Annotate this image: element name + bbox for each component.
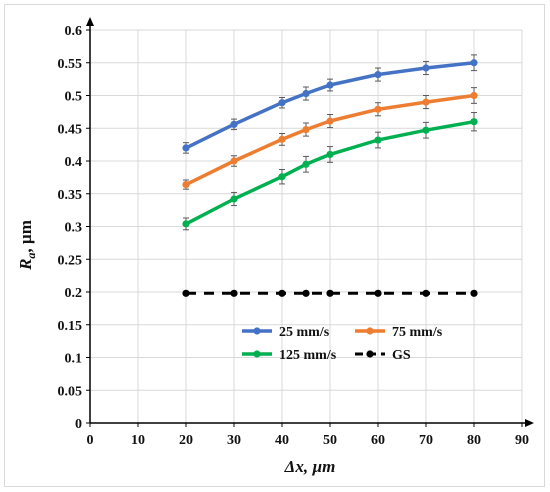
data-point (374, 70, 382, 79)
legend-label: 125 mm/s (279, 348, 337, 363)
data-point (230, 195, 238, 203)
x-tick-label: 70 (419, 433, 433, 448)
x-axis-arrow (525, 419, 534, 427)
x-tick-label: 0 (87, 433, 94, 448)
legend-swatch-marker (366, 350, 374, 358)
y-tick-label: 0.45 (58, 122, 83, 137)
data-point (374, 289, 382, 297)
x-tick-label: 90 (515, 433, 529, 448)
y-axis-title-rest: , µm (16, 220, 35, 252)
y-tick-label: 0.2 (65, 286, 83, 301)
y-tick-label: 0 (75, 417, 82, 432)
data-point (422, 126, 430, 134)
y-tick-label: 0.55 (58, 57, 83, 72)
x-tick-label: 40 (275, 433, 289, 448)
data-point (470, 289, 478, 297)
y-tick-label: 0.35 (58, 188, 83, 203)
y-axis-title-sub: a (24, 253, 38, 259)
y-tick-label: 0.25 (58, 253, 83, 268)
legend-swatch-marker (253, 327, 261, 335)
data-point (326, 81, 334, 89)
y-tick-label: 0.05 (58, 384, 83, 399)
data-point (182, 144, 190, 152)
legend-label: GS (392, 348, 411, 363)
series-2 (182, 112, 478, 231)
y-tick-label: 0.3 (65, 221, 83, 236)
data-point (278, 173, 286, 181)
y-axis-arrow (86, 17, 94, 26)
data-point (230, 120, 238, 128)
data-point (326, 289, 334, 297)
data-point (230, 289, 238, 297)
data-point (278, 135, 286, 143)
x-tick-label: 60 (371, 433, 385, 448)
legend: 25 mm/s 75 mm/s 125 mm/s GS (242, 325, 443, 363)
x-tick-label: 80 (467, 433, 481, 448)
x-tick-label: 20 (179, 433, 193, 448)
data-point (326, 117, 334, 125)
data-point (302, 289, 310, 297)
x-tick-label: 50 (323, 433, 337, 448)
data-point (326, 150, 334, 159)
y-tick-labels: 0 0.05 0.1 0.15 0.2 0.25 0.3 0.35 0.4 0.45 0.5 0.55… (58, 24, 83, 432)
data-point (302, 89, 310, 98)
data-point (470, 118, 478, 126)
series-line (184, 60, 476, 150)
legend-item-0: 25 mm/s (242, 325, 330, 340)
data-point (422, 64, 430, 72)
chart-frame (4, 4, 545, 487)
legend-swatch-marker (366, 327, 374, 335)
x-tick-label: 30 (227, 433, 241, 448)
y-axis-title: Ra, µm (16, 220, 38, 271)
y-tick-label: 0.6 (65, 24, 83, 39)
series-line (184, 119, 476, 226)
data-point (182, 289, 190, 297)
x-axis-title: Δx, µm (284, 457, 336, 476)
data-point (302, 160, 310, 168)
legend-item-3: GS (355, 348, 411, 363)
axes (86, 17, 534, 427)
data-point (278, 99, 286, 107)
y-tick-label: 0.5 (65, 90, 83, 105)
data-point (422, 289, 430, 297)
legend-item-2: 125 mm/s (242, 348, 337, 363)
y-tick-label: 0.1 (65, 352, 83, 367)
series-0 (182, 54, 478, 154)
legend-label: 25 mm/s (279, 325, 330, 340)
x-tick-labels: 0 10 20 30 40 50 60 70 80 90 (87, 433, 530, 448)
data-point (230, 157, 238, 165)
data-point (470, 91, 478, 100)
data-point (182, 180, 190, 189)
series-group (182, 54, 478, 297)
data-point (422, 98, 430, 106)
series-1 (182, 87, 478, 190)
legend-item-1: 75 mm/s (355, 325, 443, 340)
legend-swatch-marker (253, 350, 261, 358)
series-3 (182, 289, 478, 297)
data-point (374, 136, 382, 144)
data-point (374, 105, 382, 113)
data-point (278, 289, 286, 297)
y-axis-title-main: R (16, 259, 35, 271)
x-tick-label: 10 (131, 433, 145, 448)
series-line (184, 93, 476, 187)
y-tick-label: 0.15 (58, 319, 83, 334)
y-tick-label: 0.4 (65, 155, 83, 170)
data-point (470, 59, 478, 67)
data-point (182, 220, 190, 228)
legend-label: 75 mm/s (392, 325, 443, 340)
data-point (302, 125, 310, 134)
